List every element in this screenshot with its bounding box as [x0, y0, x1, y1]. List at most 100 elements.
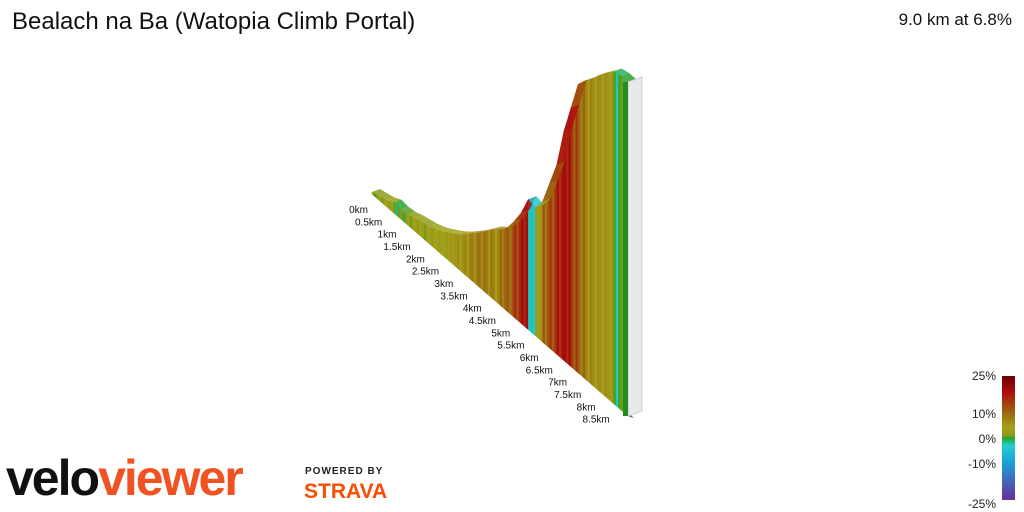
profile-segment [449, 232, 453, 265]
profile-ridge-segment [428, 223, 444, 230]
profile-segment [411, 216, 415, 232]
profile-segment [466, 233, 470, 279]
profile-segment [608, 71, 612, 403]
profile-ridge-segment [450, 230, 466, 235]
profile-segment [487, 229, 491, 298]
profile-segment [426, 224, 430, 244]
profile-segment [407, 214, 411, 228]
profile-segment [587, 79, 591, 384]
distance-tick-label: 5km [491, 328, 510, 339]
profile-ridge-segment [457, 231, 473, 235]
profile-segment [582, 80, 586, 380]
profile-segment [542, 195, 546, 345]
profile-ridge-segment [379, 193, 395, 201]
profile-segment [390, 201, 394, 214]
distance-tick-label: 2km [406, 254, 425, 265]
profile-end-face [627, 76, 643, 417]
profile-segment [585, 79, 589, 382]
profile-segment [475, 232, 479, 288]
profile-ridge-segment [471, 230, 487, 234]
profile-segment [457, 234, 461, 271]
distance-tick-label: 3km [434, 279, 453, 290]
profile-segment [454, 233, 458, 269]
profile-segment [509, 222, 513, 316]
veloviewer-logo[interactable]: veloviewer [6, 448, 244, 508]
strava-logo[interactable]: STRAVA [304, 480, 388, 503]
profile-segment [596, 74, 600, 392]
profile-segment [416, 219, 420, 236]
profile-segment [459, 234, 463, 273]
profile-segment [492, 229, 496, 302]
profile-segment [506, 225, 510, 314]
distance-tick-label: 6km [520, 353, 539, 364]
profile-segment [606, 72, 610, 401]
profile-segment [504, 227, 508, 312]
profile-segment [433, 228, 437, 251]
profile-segment [435, 229, 439, 253]
profile-end-edge [623, 82, 628, 416]
logo-viewer: viewer [98, 450, 244, 506]
profile-ridge-segment [478, 228, 494, 234]
distance-tick-label: 7km [548, 378, 567, 389]
profile-segment [620, 75, 624, 413]
profile-segment [516, 214, 520, 323]
distance-tick-label: 0.5km [355, 217, 382, 228]
distance-tick-label: 4km [463, 304, 482, 315]
profile-segment [551, 170, 555, 353]
profile-ridge-segment [393, 199, 409, 210]
profile-segment [483, 230, 487, 294]
distance-tick-label: 7.5km [554, 390, 581, 401]
profile-segment [464, 234, 468, 277]
profile-ridge-segment [556, 128, 572, 165]
scale-label-0: 0% [979, 432, 997, 446]
profile-segment [494, 229, 498, 304]
profile-ridge-segment [464, 230, 480, 235]
profile-segment [532, 203, 536, 337]
profile-segment [430, 227, 434, 249]
profile-segment [452, 233, 456, 267]
profile-segment [461, 234, 465, 275]
profile-strips [371, 71, 629, 417]
profile-ridge-segment [485, 226, 501, 232]
profile-segment [404, 212, 408, 226]
profile-ridge-segment [386, 197, 402, 203]
profile-segment [573, 92, 577, 372]
powered-by-label: POWERED BY [305, 466, 384, 477]
profile-segment [423, 223, 427, 242]
profile-ridge-segment [421, 219, 437, 227]
profile-segment [601, 73, 605, 397]
profile-segment [525, 199, 529, 331]
profile-ridge-segment [620, 72, 636, 82]
profile-segment [497, 229, 501, 306]
profile-ridge-segment [514, 209, 530, 222]
profile-segment [428, 226, 432, 247]
profile-segment [445, 231, 449, 261]
distance-tick-label: 0km [349, 205, 368, 216]
profile-ridge-segment [571, 81, 587, 108]
profile-segment [580, 81, 584, 378]
profile-segment [419, 220, 423, 238]
profile-segment [385, 199, 389, 210]
profile-segment [575, 84, 579, 374]
distance-tick-label: 3.5km [440, 291, 467, 302]
profile-segment [599, 74, 603, 395]
profile-segment [480, 231, 484, 292]
color-scale-bar [1002, 376, 1015, 500]
profile-segment [592, 77, 596, 388]
profile-ridge-segment [400, 206, 416, 215]
profile-ridge-segment [564, 104, 580, 132]
profile-segment [539, 201, 543, 343]
profile-segment [611, 71, 615, 405]
profile-segment [499, 228, 503, 308]
profile-segment [554, 164, 558, 355]
profile-segment [478, 232, 482, 290]
profile-segment [615, 72, 619, 409]
profile-segment [523, 203, 527, 329]
profile-segment [447, 232, 451, 263]
profile-segment [570, 99, 574, 370]
scale-label-25: 25% [972, 369, 996, 383]
distance-tick-label: 1km [378, 230, 397, 241]
climb-summary: 9.0 km at 6.8% [898, 10, 1012, 29]
profile-segment [402, 210, 406, 224]
